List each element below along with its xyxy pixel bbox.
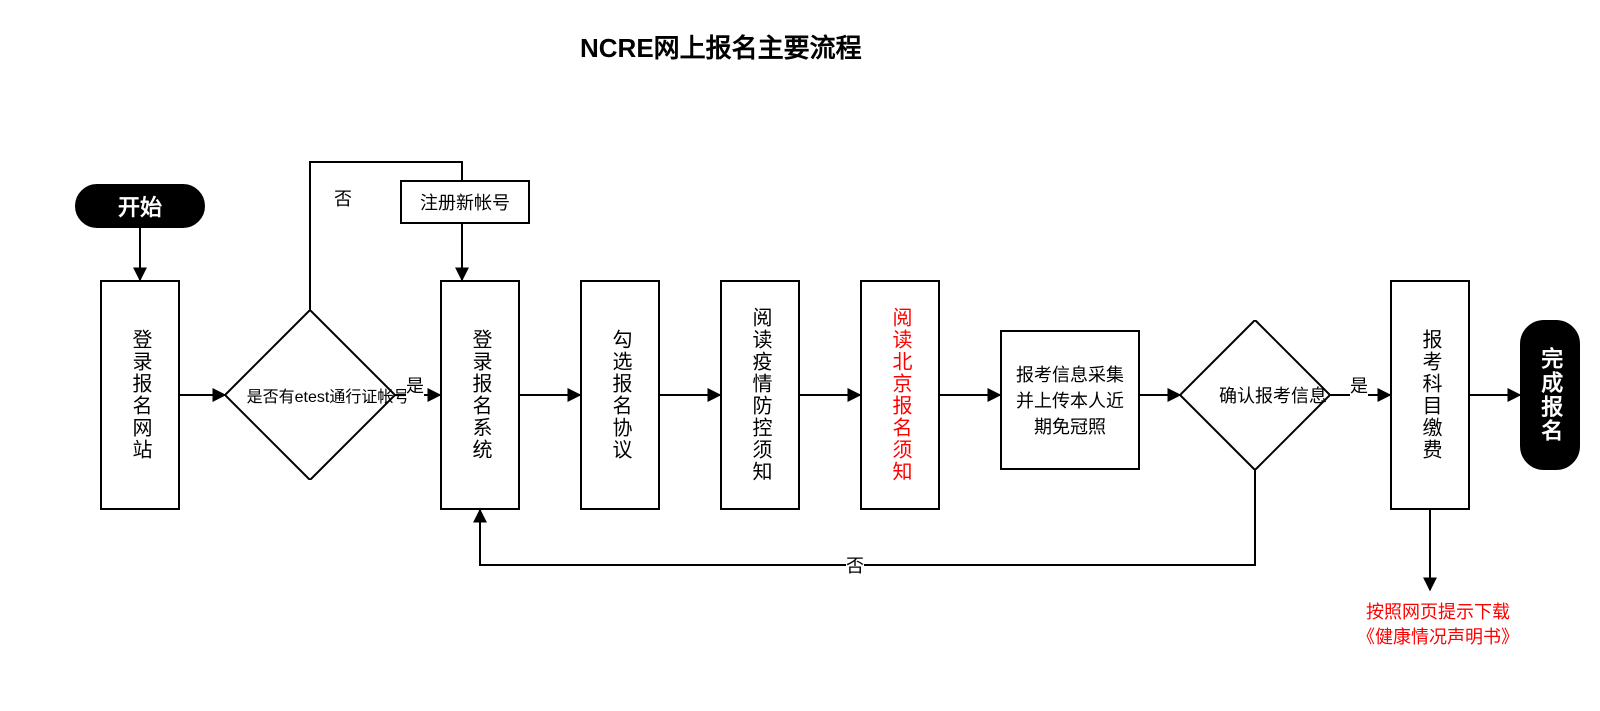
- node-n2: 登录报名系统: [440, 280, 520, 510]
- node-label-n2: 登录报名系统: [468, 323, 492, 467]
- node-label-d2: 确认报考信息: [1180, 320, 1366, 470]
- edge-label-no2: 否: [846, 552, 864, 578]
- node-n7: 报考科目缴费: [1390, 280, 1470, 510]
- diagram-title: NCRE网上报名主要流程: [580, 28, 862, 65]
- node-start: 开始: [75, 184, 205, 228]
- node-d2: 确认报考信息: [1180, 320, 1330, 470]
- node-n4: 阅读疫情防控须知: [720, 280, 800, 510]
- node-label-n1: 登录报名网站: [128, 323, 152, 467]
- edge-label-yes2: 是: [1350, 372, 1368, 398]
- node-d1: 是否有etest通行证帐号: [225, 310, 395, 480]
- node-n3: 勾选报名协议: [580, 280, 660, 510]
- footnote-line1: 按照网页提示下载: [1338, 600, 1538, 625]
- node-label-n5: 阅读北京报名须知: [888, 301, 912, 489]
- node-label-n3: 勾选报名协议: [608, 323, 632, 467]
- node-label-start: 开始: [110, 186, 170, 226]
- flowchart-canvas: NCRE网上报名主要流程 按照网页提示下载 《健康情况声明书》 开始登录报名网站…: [0, 0, 1600, 711]
- node-end: 完成报名: [1520, 320, 1580, 470]
- node-label-d1: 是否有etest通行证帐号: [225, 310, 431, 480]
- node-n6: 报考信息采集并上传本人近期免冠照: [1000, 330, 1140, 470]
- node-label-n7: 报考科目缴费: [1418, 323, 1442, 467]
- footnote: 按照网页提示下载 《健康情况声明书》: [1338, 600, 1538, 650]
- node-n5: 阅读北京报名须知: [860, 280, 940, 510]
- footnote-line2: 《健康情况声明书》: [1338, 625, 1538, 650]
- node-reg: 注册新帐号: [400, 180, 530, 224]
- node-label-n6: 报考信息采集并上传本人近期免冠照: [1002, 357, 1138, 443]
- node-label-reg: 注册新帐号: [412, 185, 518, 219]
- edge-label-no1: 否: [334, 185, 352, 211]
- node-label-end: 完成报名: [1537, 341, 1563, 449]
- node-n1: 登录报名网站: [100, 280, 180, 510]
- node-label-n4: 阅读疫情防控须知: [748, 301, 772, 489]
- edge-label-yes1: 是: [406, 372, 424, 398]
